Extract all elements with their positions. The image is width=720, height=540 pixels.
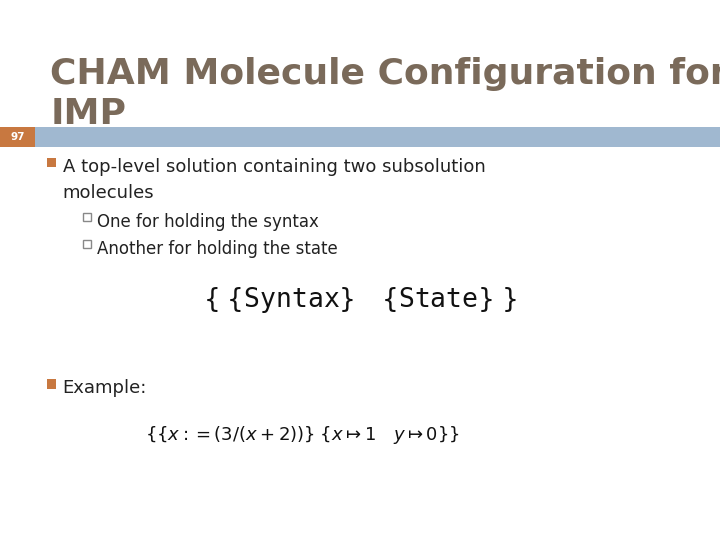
FancyBboxPatch shape	[0, 127, 720, 147]
Text: molecules: molecules	[63, 184, 154, 202]
Text: $\{\{x := (3/(x+2))\} \; \{x \mapsto 1 \quad y \mapsto 0\}\}$: $\{\{x := (3/(x+2))\} \; \{x \mapsto 1 \…	[145, 424, 460, 446]
Text: 97: 97	[10, 132, 24, 142]
FancyBboxPatch shape	[83, 240, 91, 248]
Text: One for holding the syntax: One for holding the syntax	[97, 213, 319, 232]
FancyBboxPatch shape	[0, 127, 35, 147]
FancyBboxPatch shape	[83, 213, 91, 221]
Text: $\{ \; \{\mathtt{Syntax}\} \quad \{\mathtt{State}\} \; \}$: $\{ \; \{\mathtt{Syntax}\} \quad \{\math…	[203, 285, 517, 315]
Text: Another for holding the state: Another for holding the state	[97, 240, 338, 259]
Text: Example:: Example:	[63, 380, 147, 397]
FancyBboxPatch shape	[47, 380, 56, 389]
FancyBboxPatch shape	[47, 158, 56, 167]
Text: IMP: IMP	[50, 97, 127, 131]
Text: A top-level solution containing two subsolution: A top-level solution containing two subs…	[63, 158, 485, 176]
Text: CHAM Molecule Configuration for: CHAM Molecule Configuration for	[50, 57, 720, 91]
